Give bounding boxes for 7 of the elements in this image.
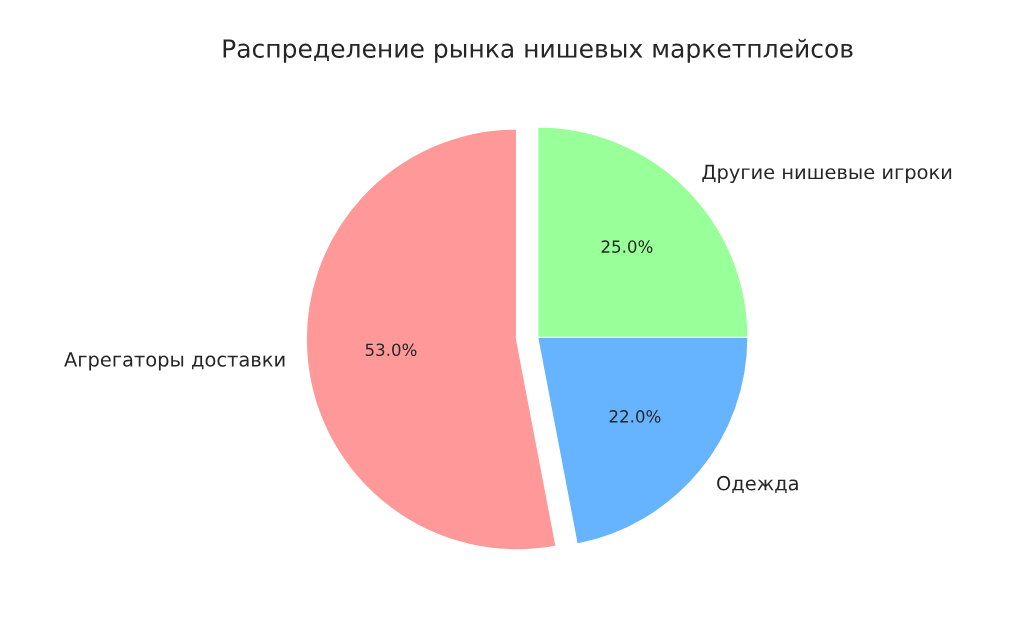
chart-title: Распределение рынка нишевых маркетплейсов — [223, 38, 853, 63]
data-label: 22.0% — [609, 410, 661, 423]
data-label: 53.0% — [365, 343, 417, 357]
slice-label: Агрегаторы доставки — [64, 352, 285, 371]
slice-label: Другие нишевые игроки — [702, 164, 952, 184]
data-label: 25.0% — [601, 240, 653, 253]
slice-label: Одежда — [717, 475, 798, 493]
